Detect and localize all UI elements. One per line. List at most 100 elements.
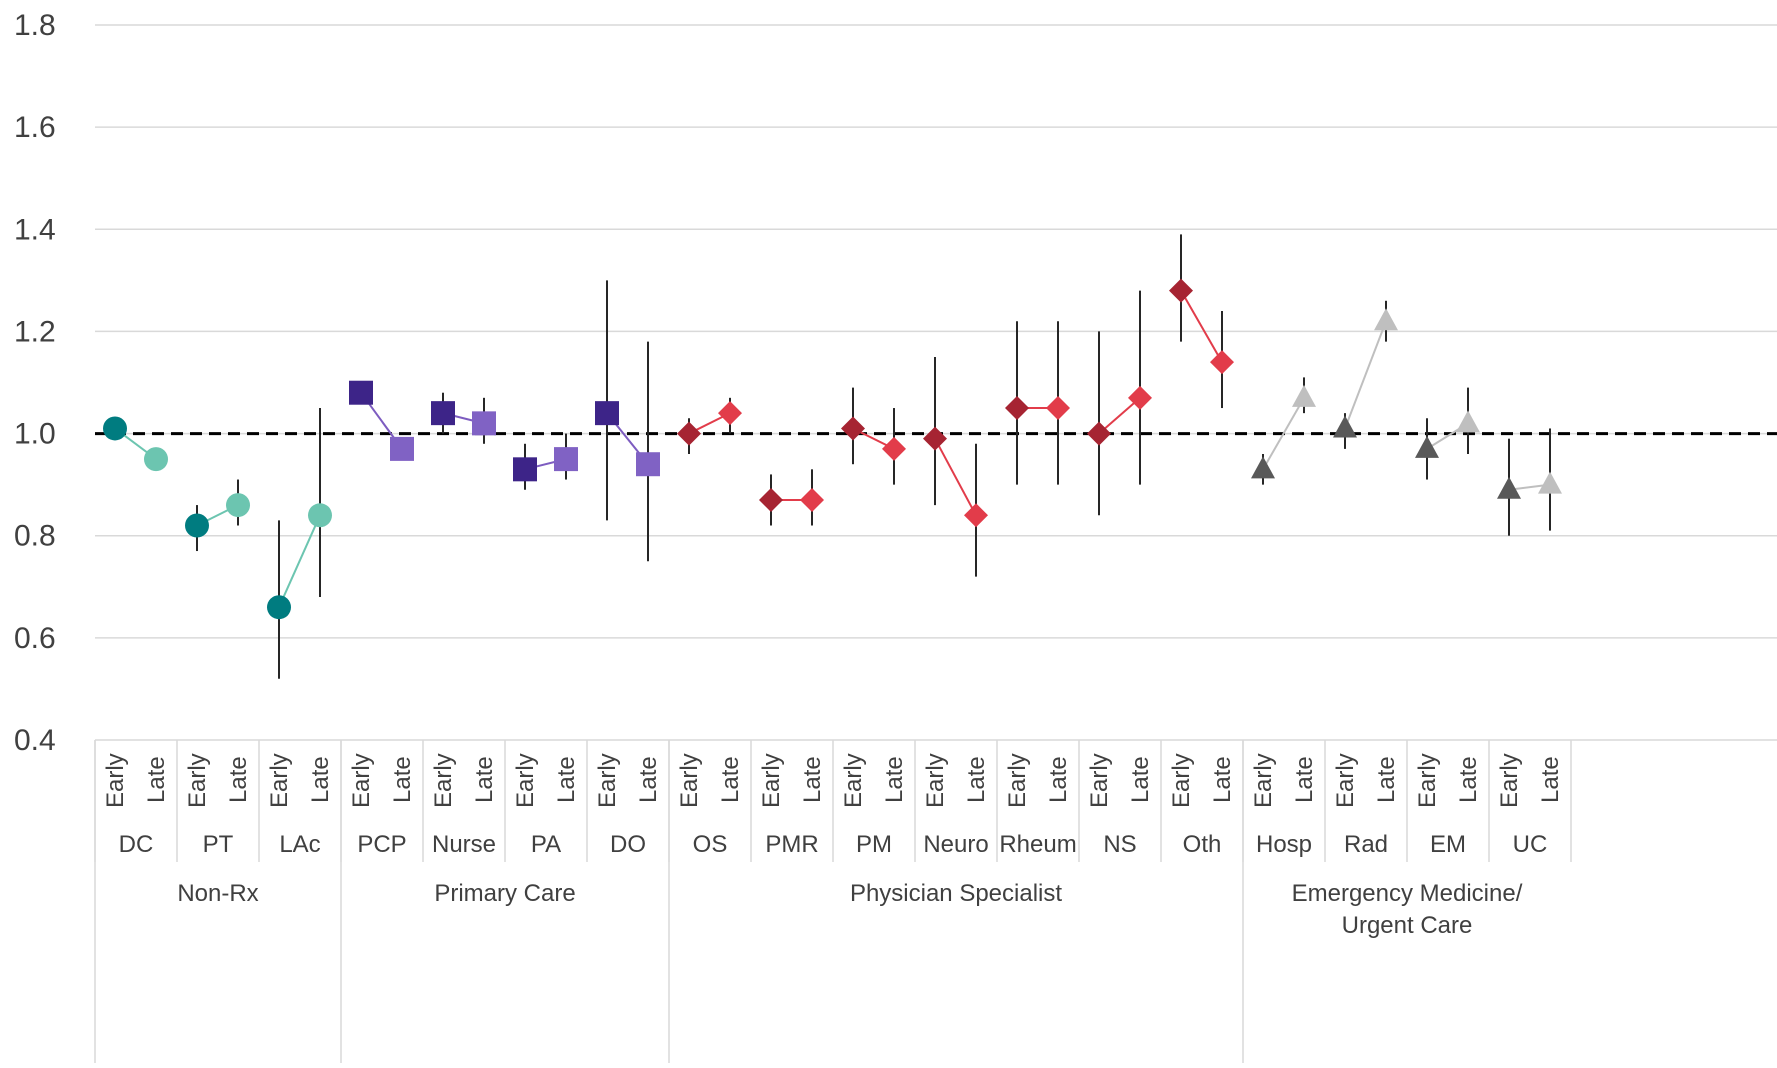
data-point-triangle	[1333, 415, 1357, 438]
x-period-label-early: Early	[594, 753, 621, 808]
x-period-label-late: Late	[225, 756, 252, 803]
x-period-label-early: Early	[840, 753, 867, 808]
data-point-circle	[185, 513, 209, 538]
x-group-label: Primary Care	[434, 880, 575, 907]
x-group-label: Emergency Medicine/	[1292, 880, 1523, 907]
data-point-circle	[267, 595, 291, 620]
x-period-label-late: Late	[881, 756, 908, 803]
x-period-label-late: Late	[635, 756, 662, 803]
data-point-triangle	[1538, 471, 1562, 494]
x-period-label-late: Late	[799, 756, 826, 803]
x-period-label-late: Late	[553, 756, 580, 803]
data-point-triangle	[1497, 476, 1521, 499]
x-period-label-late: Late	[717, 756, 744, 803]
x-period-label-early: Early	[758, 753, 785, 808]
x-category-label: EM	[1430, 831, 1466, 858]
markers	[103, 278, 1562, 620]
x-category-label: UC	[1513, 831, 1548, 858]
x-period-label-late: Late	[1209, 756, 1236, 803]
data-point-triangle	[1374, 308, 1398, 331]
data-point-square	[390, 436, 414, 461]
x-period-label-early: Early	[1168, 753, 1195, 808]
x-period-label-early: Early	[184, 753, 211, 808]
data-point-diamond	[718, 401, 742, 426]
x-period-label-late: Late	[1045, 756, 1072, 803]
x-period-label-late: Late	[1373, 756, 1400, 803]
x-period-label-early: Early	[1250, 753, 1277, 808]
data-point-diamond	[1210, 350, 1234, 375]
connector-line	[1262, 397, 1305, 470]
x-period-label-early: Early	[1496, 753, 1523, 808]
x-period-label-early: Early	[1086, 753, 1113, 808]
x-category-label: PA	[531, 831, 561, 858]
data-point-diamond	[964, 503, 988, 528]
x-category-label: PCP	[357, 831, 406, 858]
data-point-diamond	[800, 487, 824, 512]
x-category-label: DC	[119, 831, 154, 858]
x-category-label: Nurse	[432, 831, 496, 858]
x-category-label: OS	[693, 831, 728, 858]
data-point-circle	[103, 416, 127, 441]
x-group-label: Physician Specialist	[850, 880, 1062, 907]
y-tick-label: 1.4	[14, 213, 56, 246]
x-axis: Early Late DC Early Late PT Early Late LAc Early L…	[94, 739, 1777, 1063]
data-point-triangle	[1292, 384, 1316, 407]
x-category-label: Rad	[1344, 831, 1388, 858]
x-period-label-early: Early	[1004, 753, 1031, 808]
x-category-label: LAc	[279, 831, 320, 858]
data-point-triangle	[1415, 435, 1439, 458]
x-period-label-early: Early	[676, 753, 703, 808]
x-period-label-early: Early	[512, 753, 539, 808]
x-category-label: PT	[203, 831, 234, 858]
x-period-label-late: Late	[307, 756, 334, 803]
x-period-label-late: Late	[471, 756, 498, 803]
data-point-diamond	[841, 416, 865, 441]
data-point-diamond	[1087, 421, 1111, 446]
x-period-label-late: Late	[1127, 756, 1154, 803]
data-point-circle	[144, 447, 168, 472]
y-tick-label: 1.8	[14, 9, 56, 42]
data-point-triangle	[1251, 456, 1275, 479]
data-point-square	[513, 457, 537, 482]
x-category-label: Hosp	[1256, 831, 1312, 858]
x-period-label-early: Early	[1414, 753, 1441, 808]
connector-line	[934, 438, 977, 516]
data-point-diamond	[1046, 396, 1070, 421]
x-category-label: Neuro	[923, 831, 988, 858]
x-period-label-early: Early	[266, 753, 293, 808]
x-category-label: DO	[610, 831, 646, 858]
data-point-diamond	[882, 436, 906, 461]
data-point-diamond	[677, 421, 701, 446]
x-period-label-late: Late	[1291, 756, 1318, 803]
y-tick-label: 1.0	[14, 418, 56, 451]
x-period-label-late: Late	[143, 756, 170, 803]
connector-line	[1344, 320, 1387, 429]
x-period-label-late: Late	[1537, 756, 1564, 803]
data-point-square	[472, 411, 496, 436]
y-tick-label: 1.6	[14, 111, 56, 144]
x-category-label: PMR	[765, 831, 818, 858]
x-period-label-late: Late	[389, 756, 416, 803]
connector-line	[1098, 397, 1141, 435]
data-point-diamond	[1128, 385, 1152, 410]
y-tick-label: 0.6	[14, 622, 56, 655]
x-period-label-late: Late	[963, 756, 990, 803]
data-point-diamond	[923, 426, 947, 451]
connector-line	[278, 514, 321, 608]
y-tick-label: 0.4	[14, 724, 56, 757]
data-point-diamond	[1169, 278, 1193, 303]
x-category-label: Rheum	[999, 831, 1076, 858]
x-category-label: PM	[856, 831, 892, 858]
x-category-label: NS	[1103, 831, 1136, 858]
x-group-label: Non-Rx	[177, 880, 258, 907]
x-category-label: Oth	[1183, 831, 1222, 858]
x-period-label-early: Early	[922, 753, 949, 808]
x-period-label-early: Early	[1332, 753, 1359, 808]
y-tick-label: 0.8	[14, 520, 56, 553]
data-point-square	[636, 452, 660, 477]
data-point-square	[554, 447, 578, 472]
x-period-label-early: Early	[348, 753, 375, 808]
data-point-square	[431, 401, 455, 426]
